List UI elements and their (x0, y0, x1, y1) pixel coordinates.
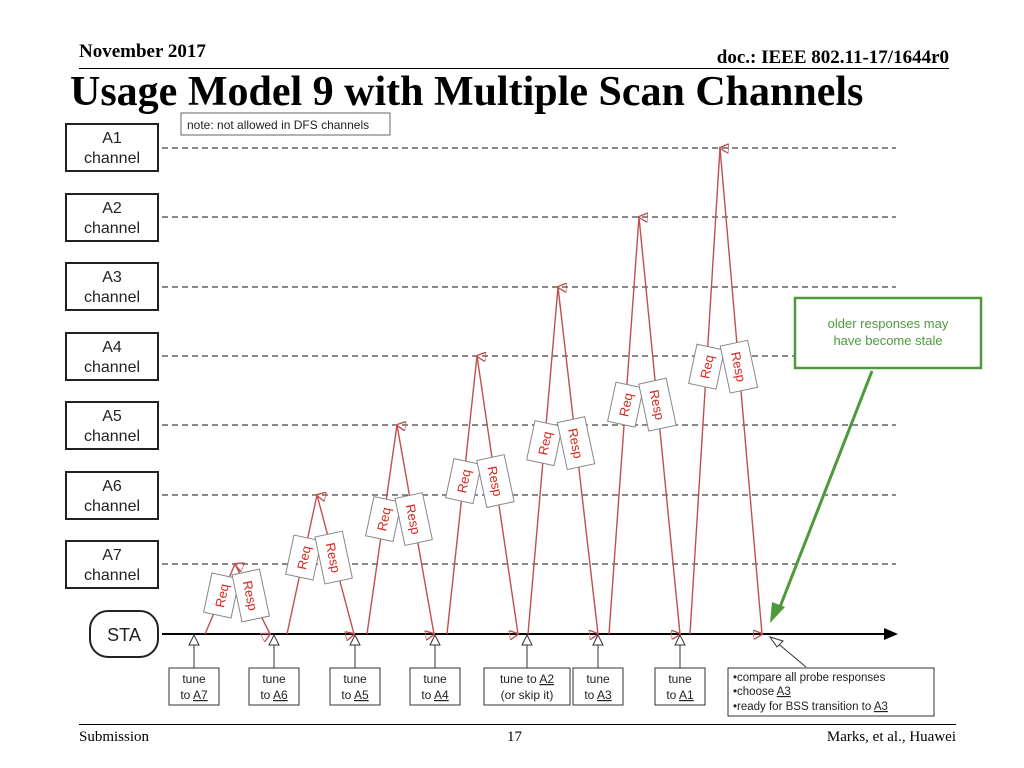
svg-text:Req: Req (212, 582, 232, 608)
channel-dashed-lines (162, 147, 896, 565)
req-label: Req (688, 343, 725, 390)
tune-line-1: tune to A2 (500, 672, 554, 686)
tune-step: tune to A1 (654, 633, 706, 706)
resp-label: Resp (556, 416, 596, 471)
req-label: Req (365, 495, 402, 543)
channel-name: A1 (102, 130, 122, 147)
sta-node: STA (89, 610, 159, 658)
resp-label: Resp (314, 530, 353, 585)
tune-line-1: tune (262, 672, 286, 686)
resp-label: Resp (476, 454, 515, 509)
channel-box: A3 channel (65, 262, 159, 311)
channel-sub: channel (84, 150, 140, 167)
tune-line-2: to A7 (180, 688, 208, 702)
svg-text:Req: Req (697, 354, 717, 380)
svg-text:Req: Req (535, 430, 555, 456)
footer-page-number: 17 (507, 729, 522, 745)
tune-step: tune to A7 (168, 633, 220, 706)
final-line-3: •ready for BSS transition to A3 (733, 701, 888, 713)
tune-line-2: to A1 (666, 688, 694, 702)
svg-text:Resp: Resp (646, 388, 667, 421)
final-line-1: •compare all probe responses (733, 672, 886, 684)
req-label: Req (607, 381, 644, 428)
tune-line-1: tune (586, 672, 610, 686)
tune-step: tune to A3 (572, 633, 624, 706)
resp-label: Resp (394, 492, 433, 547)
req-arrow (608, 217, 639, 635)
req-label: Req (285, 534, 322, 581)
req-label: Req (445, 458, 482, 505)
tune-line-2: to A5 (341, 688, 369, 702)
tune-step: tune to A4 (409, 633, 461, 706)
tune-line-2: to A3 (584, 688, 612, 702)
header-date: November 2017 (79, 41, 206, 62)
sta-label: STA (107, 625, 141, 645)
svg-text:Resp: Resp (728, 350, 749, 383)
svg-text:Resp: Resp (484, 465, 505, 498)
note-box: note: not allowed in DFS channels (180, 112, 391, 136)
slide-title: Usage Model 9 with Multiple Scan Channel… (70, 69, 864, 115)
channel-box: A7 channel (65, 540, 159, 589)
footer-authors: Marks, et al., Huawei (826, 729, 956, 745)
footer-submission: Submission (79, 729, 150, 745)
tune-line-1: tune (668, 672, 692, 686)
svg-text:Req: Req (454, 468, 474, 494)
req-label: Req (203, 572, 240, 619)
channel-sub: channel (84, 567, 140, 584)
channel-box: A6 channel (65, 471, 159, 520)
tune-line-1: tune (343, 672, 367, 686)
svg-text:Resp: Resp (403, 503, 424, 536)
channel-boxes: A1 channel A2 channel A3 channel A4 channel A5 ch… (65, 123, 159, 589)
tune-line-2: to A6 (260, 688, 288, 702)
footer-rule (79, 724, 956, 725)
final-line-2: •choose A3 (733, 686, 791, 698)
callout-arrowhead (770, 602, 785, 623)
tune-line-2: to A4 (421, 688, 449, 702)
channel-name: A2 (102, 200, 122, 217)
tune-step: tune to A6 (248, 633, 300, 706)
tune-line-1: tune (423, 672, 447, 686)
svg-text:Resp: Resp (565, 427, 586, 460)
callout-text: older responses may have become stale (828, 316, 949, 348)
channel-sub: channel (84, 289, 140, 306)
svg-text:Resp: Resp (240, 579, 261, 612)
channel-name: A7 (102, 547, 122, 564)
channel-sub: channel (84, 428, 140, 445)
channel-box: A2 channel (65, 193, 159, 242)
channel-sub: channel (84, 359, 140, 376)
channel-box: A1 channel (65, 123, 159, 172)
channel-name: A3 (102, 269, 122, 286)
tune-step: tune to A5 (329, 633, 381, 706)
resp-label: Resp (231, 568, 271, 623)
resp-label: Resp (719, 339, 759, 394)
svg-text:Req: Req (294, 544, 314, 570)
probe-labels: Req Resp Req Resp Req Resp Req Resp Req Resp Req Re… (203, 339, 759, 623)
tune-step: tune to A2 (or skip it) (483, 633, 571, 706)
channel-sub: channel (84, 498, 140, 515)
channel-name: A4 (102, 339, 122, 356)
channel-name: A5 (102, 408, 122, 425)
svg-text:Req: Req (374, 506, 394, 532)
req-arrow (689, 148, 720, 635)
note-text: note: not allowed in DFS channels (187, 118, 369, 132)
channel-box: A4 channel (65, 332, 159, 381)
channel-sub: channel (84, 220, 140, 237)
final-box: •compare all probe responses •choose A3 … (727, 636, 935, 717)
header-rule (79, 68, 949, 69)
svg-text:Resp: Resp (323, 541, 344, 574)
req-label: Req (526, 420, 563, 467)
callout-arrow (776, 370, 874, 613)
tune-line-1: tune (182, 672, 206, 686)
tune-line-2: (or skip it) (501, 688, 554, 702)
timeline-arrowhead (884, 628, 898, 640)
svg-text:Req: Req (616, 392, 636, 418)
stale-callout: older responses may have become stale (770, 296, 983, 623)
channel-box: A5 channel (65, 401, 159, 450)
channel-name: A6 (102, 478, 122, 495)
header-doc-id: doc.: IEEE 802.11-17/1644r0 (716, 47, 949, 68)
resp-label: Resp (638, 377, 677, 432)
